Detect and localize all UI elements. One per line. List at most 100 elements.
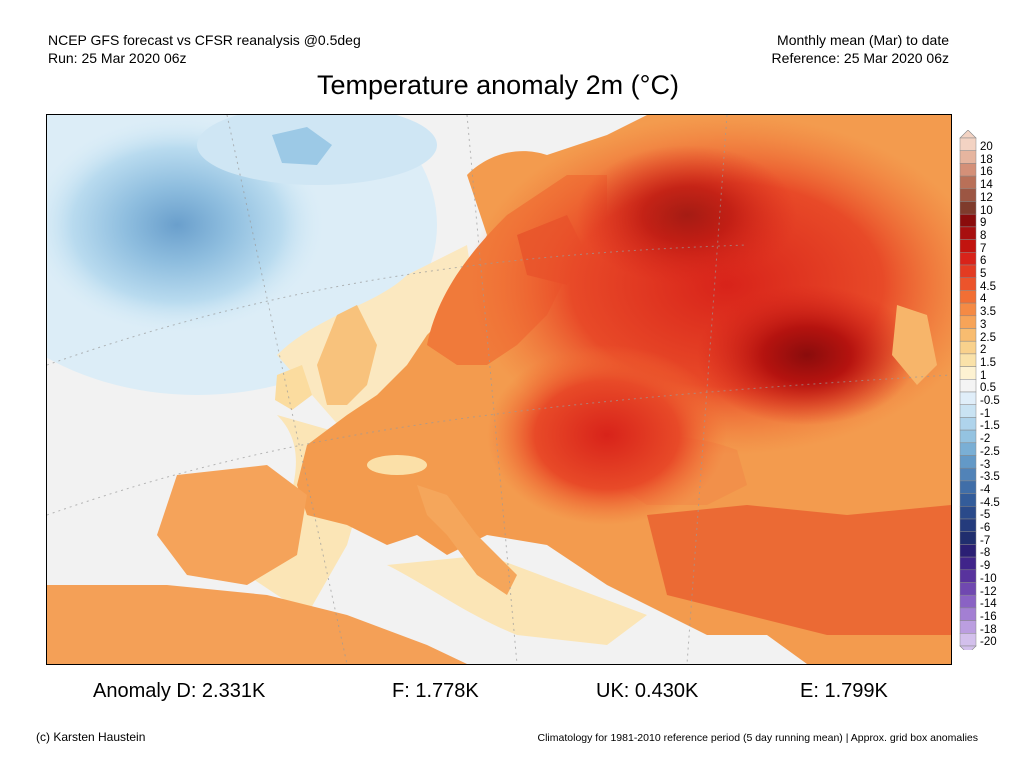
colorbar-swatch bbox=[959, 188, 977, 202]
colorbar-swatch bbox=[959, 633, 977, 647]
colorbar-tick-label: 2 bbox=[980, 344, 987, 357]
colorbar-tick-label: -16 bbox=[980, 610, 997, 623]
colorbar-swatch bbox=[959, 544, 977, 558]
period-description: Monthly mean (Mar) to date bbox=[777, 32, 949, 48]
colorbar-tick-label: 2.5 bbox=[980, 331, 996, 344]
caspian-sea bbox=[892, 305, 937, 385]
credit: (c) Karsten Haustein bbox=[36, 730, 146, 744]
colorbar-tick-label: 1 bbox=[980, 369, 987, 382]
colorbar-tick-label: 3 bbox=[980, 318, 987, 331]
colorbar-swatch bbox=[959, 137, 977, 151]
balkans-warm bbox=[487, 345, 727, 525]
colorbar-swatch bbox=[959, 467, 977, 482]
colorbar-swatch bbox=[959, 150, 977, 164]
colorbar-swatch bbox=[959, 175, 977, 190]
colorbar-swatch bbox=[959, 239, 977, 253]
stat-uk-anomaly: UK: 0.430K bbox=[596, 680, 699, 702]
colorbar-tick-label: -6 bbox=[980, 522, 991, 534]
alps bbox=[367, 455, 427, 475]
russia-hot-core bbox=[697, 285, 917, 425]
colorbar-tick-label: 3.5 bbox=[980, 306, 996, 319]
colorbar-swatch bbox=[959, 417, 977, 431]
colorbar-swatch bbox=[959, 290, 977, 304]
colorbar-tick-label: 6 bbox=[980, 255, 987, 268]
colorbar-tick-label: -4.5 bbox=[980, 496, 1000, 509]
colorbar-swatch bbox=[959, 366, 977, 380]
iberia bbox=[157, 465, 307, 585]
colorbar-tick-label: 9 bbox=[980, 217, 987, 230]
colorbar-swatch bbox=[959, 594, 977, 609]
colorbar-swatch bbox=[959, 442, 977, 456]
colorbar-swatch bbox=[959, 518, 977, 532]
stat-spain-anomaly: E: 1.799K bbox=[800, 680, 888, 702]
colorbar-tick-label: -2.5 bbox=[980, 445, 1000, 458]
model-description: NCEP GFS forecast vs CFSR reanalysis @0.… bbox=[48, 32, 361, 48]
colorbar-swatch bbox=[959, 252, 977, 266]
graticule bbox=[47, 115, 951, 664]
northwest-russia-hot bbox=[577, 145, 797, 285]
colorbar-tick-label: -7 bbox=[980, 534, 991, 547]
colorbar-swatch bbox=[959, 302, 977, 317]
colorbar-tick-label: -2 bbox=[980, 433, 991, 446]
reference-time: Reference: 25 Mar 2020 06z bbox=[771, 50, 949, 66]
colorbar-swatch bbox=[959, 353, 977, 367]
colorbar-bottom-arrow bbox=[959, 645, 977, 650]
colorbar-swatch bbox=[959, 455, 977, 469]
italy bbox=[417, 485, 517, 595]
colorbar-swatch bbox=[959, 213, 977, 228]
colorbar-swatch bbox=[959, 264, 977, 278]
colorbar-swatch bbox=[959, 163, 977, 177]
colorbar-swatch bbox=[959, 226, 977, 240]
colorbar-tick-label: 1.5 bbox=[980, 356, 996, 369]
colorbar-boxes bbox=[959, 130, 977, 650]
colorbar-swatch bbox=[959, 556, 977, 571]
colorbar-tick-label: 16 bbox=[980, 166, 993, 179]
colorbar-tick-label: 5 bbox=[980, 268, 987, 280]
colorbar-swatch bbox=[959, 201, 977, 215]
colorbar bbox=[959, 130, 977, 650]
header-left: NCEP GFS forecast vs CFSR reanalysis @0.… bbox=[48, 31, 361, 67]
colorbar-tick-label: -1.5 bbox=[980, 420, 1000, 433]
colorbar-tick-label: -8 bbox=[980, 547, 991, 560]
colorbar-tick-label: 12 bbox=[980, 191, 993, 204]
colorbar-tick-label: 8 bbox=[980, 229, 987, 242]
anomaly-map bbox=[46, 114, 952, 665]
colorbar-swatch bbox=[959, 607, 977, 621]
colorbar-tick-label: 20 bbox=[980, 141, 993, 153]
header-right: Monthly mean (Mar) to date Reference: 25… bbox=[772, 31, 949, 67]
colorbar-swatch bbox=[959, 582, 977, 596]
colorbar-swatch bbox=[959, 480, 977, 494]
stat-france-anomaly: F: 1.778K bbox=[392, 680, 479, 702]
climatology-note: Climatology for 1981-2010 reference peri… bbox=[537, 732, 978, 744]
colorbar-tick-label: 18 bbox=[980, 153, 993, 166]
colorbar-tick-label: 7 bbox=[980, 242, 987, 255]
colorbar-swatch bbox=[959, 620, 977, 634]
colorbar-swatch bbox=[959, 429, 977, 444]
colorbar-swatch bbox=[959, 379, 977, 393]
colorbar-tick-label: -4 bbox=[980, 483, 991, 496]
colorbar-top-arrow bbox=[959, 130, 977, 139]
mediterranean-warm bbox=[387, 555, 647, 645]
colorbar-swatch bbox=[959, 315, 977, 329]
colorbar-swatch bbox=[959, 340, 977, 355]
colorbar-tick-label: 4 bbox=[980, 293, 987, 306]
colorbar-swatch bbox=[959, 493, 977, 507]
colorbar-tick-label: -5 bbox=[980, 509, 991, 522]
colorbar-tick-label: -10 bbox=[980, 572, 997, 585]
map-title: Temperature anomaly 2m (°C) bbox=[317, 70, 679, 100]
run-time: Run: 25 Mar 2020 06z bbox=[48, 50, 187, 66]
colorbar-swatch bbox=[959, 569, 977, 583]
colorbar-tick-label: -0.5 bbox=[980, 395, 1000, 407]
colorbar-tick-label: -9 bbox=[980, 560, 991, 573]
north-africa bbox=[47, 585, 467, 664]
stat-domain-anomaly: Anomaly D: 2.331K bbox=[93, 680, 266, 702]
colorbar-swatch bbox=[959, 404, 977, 418]
colorbar-tick-label: -3.5 bbox=[980, 471, 1000, 484]
colorbar-tick-label: 0.5 bbox=[980, 382, 996, 395]
colorbar-tick-label: 4.5 bbox=[980, 280, 996, 293]
colorbar-tick-label: -20 bbox=[980, 636, 997, 649]
colorbar-tick-label: -18 bbox=[980, 623, 997, 636]
map-canvas bbox=[47, 115, 951, 664]
colorbar-tick-label: -3 bbox=[980, 458, 991, 471]
colorbar-swatch bbox=[959, 506, 977, 520]
